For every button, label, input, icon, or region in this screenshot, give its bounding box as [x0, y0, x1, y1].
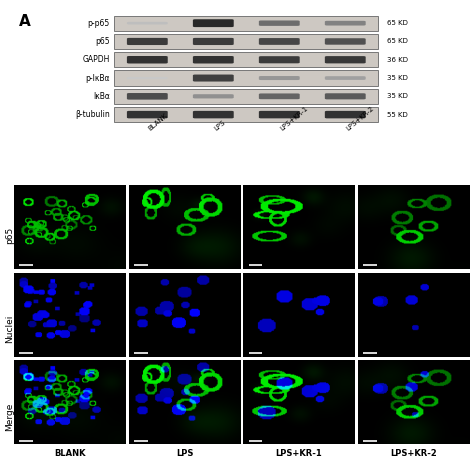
FancyBboxPatch shape	[127, 22, 168, 25]
Text: p-p65: p-p65	[88, 19, 110, 28]
FancyBboxPatch shape	[193, 111, 234, 119]
Y-axis label: Merge: Merge	[6, 402, 15, 431]
FancyBboxPatch shape	[325, 76, 365, 80]
FancyBboxPatch shape	[259, 111, 300, 119]
FancyBboxPatch shape	[127, 38, 168, 45]
FancyBboxPatch shape	[114, 70, 378, 86]
Text: p-IκBα: p-IκBα	[85, 74, 110, 82]
FancyBboxPatch shape	[325, 93, 365, 100]
Text: LPS: LPS	[213, 119, 227, 131]
FancyBboxPatch shape	[325, 111, 365, 119]
FancyBboxPatch shape	[193, 94, 234, 99]
FancyBboxPatch shape	[259, 56, 300, 63]
FancyBboxPatch shape	[259, 38, 300, 45]
FancyBboxPatch shape	[193, 56, 234, 63]
FancyBboxPatch shape	[114, 89, 378, 104]
Text: BLANK: BLANK	[147, 112, 169, 131]
Y-axis label: Nuclei: Nuclei	[6, 315, 15, 343]
FancyBboxPatch shape	[114, 16, 378, 31]
Text: 55 KD: 55 KD	[387, 112, 408, 118]
FancyBboxPatch shape	[193, 38, 234, 45]
Text: 35 KD: 35 KD	[387, 75, 408, 81]
FancyBboxPatch shape	[259, 94, 300, 99]
Text: GAPDH: GAPDH	[82, 55, 110, 64]
Text: p65: p65	[95, 37, 110, 46]
FancyBboxPatch shape	[325, 21, 365, 25]
FancyBboxPatch shape	[114, 52, 378, 67]
Text: LPS+KR-1: LPS+KR-1	[279, 105, 310, 131]
FancyBboxPatch shape	[193, 19, 234, 27]
FancyBboxPatch shape	[325, 56, 365, 63]
FancyBboxPatch shape	[259, 20, 300, 26]
Text: LPS+KR-2: LPS+KR-2	[345, 105, 375, 131]
FancyBboxPatch shape	[127, 77, 168, 79]
Text: 36 KD: 36 KD	[387, 57, 409, 63]
Text: 65 KD: 65 KD	[387, 20, 408, 26]
Text: IκBα: IκBα	[93, 92, 110, 101]
FancyBboxPatch shape	[259, 76, 300, 80]
Text: A: A	[19, 14, 30, 29]
Y-axis label: p65: p65	[6, 227, 15, 244]
Text: 65 KD: 65 KD	[387, 38, 408, 44]
X-axis label: LPS: LPS	[176, 449, 193, 457]
FancyBboxPatch shape	[114, 107, 378, 122]
X-axis label: LPS+KR-2: LPS+KR-2	[390, 449, 437, 457]
X-axis label: BLANK: BLANK	[54, 449, 86, 457]
FancyBboxPatch shape	[193, 75, 234, 81]
FancyBboxPatch shape	[127, 56, 168, 63]
FancyBboxPatch shape	[114, 34, 378, 49]
FancyBboxPatch shape	[325, 38, 365, 45]
FancyBboxPatch shape	[127, 93, 168, 100]
Text: β-tubulin: β-tubulin	[75, 110, 110, 119]
Text: 35 KD: 35 KD	[387, 94, 408, 100]
X-axis label: LPS+KR-1: LPS+KR-1	[276, 449, 322, 457]
FancyBboxPatch shape	[127, 111, 168, 119]
Text: B: B	[17, 188, 28, 203]
